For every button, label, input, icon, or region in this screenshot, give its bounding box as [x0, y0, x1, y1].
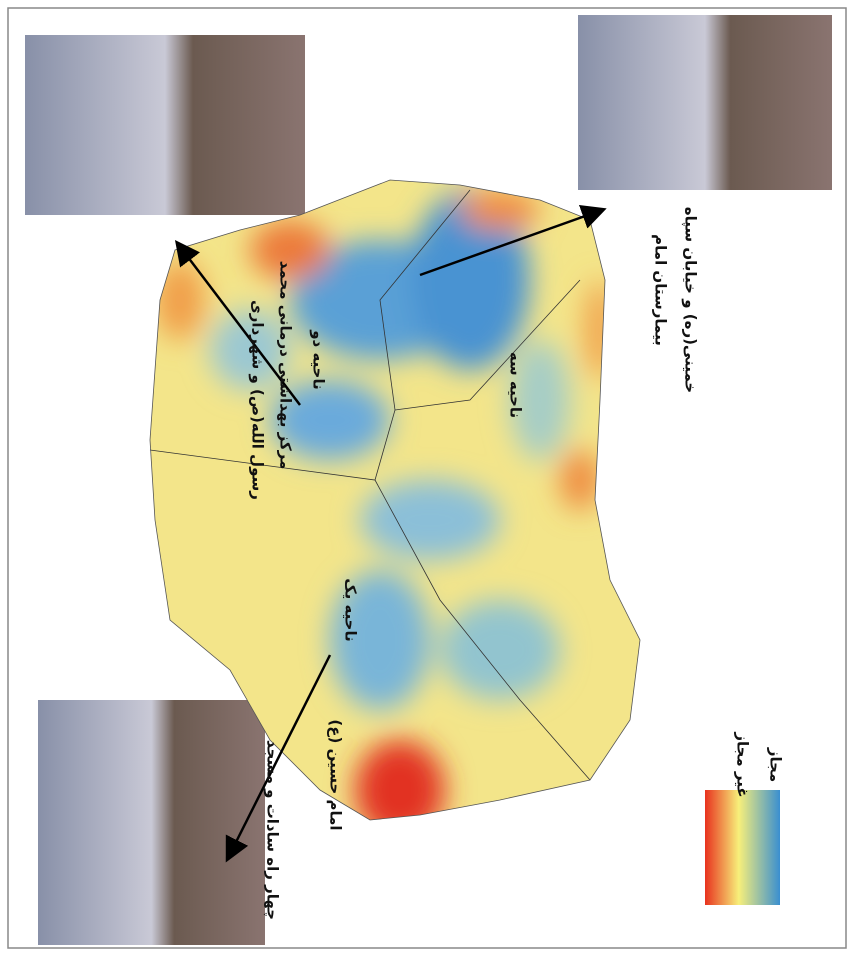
- legend-ramp: [705, 790, 780, 905]
- photo-label: رسول الله(ص) و شهرداری: [249, 300, 267, 500]
- district-boundary: [149, 189, 591, 781]
- photo-label: بیمارستان امام: [652, 234, 670, 346]
- district-label: ناحیه یک: [342, 578, 360, 642]
- photo-label: چهار راه سادات و مسجد: [263, 740, 282, 920]
- photo: [38, 700, 265, 945]
- photo-label: مرکز بهداشتی درمانی محمد: [277, 261, 295, 470]
- legend-label: مجاز: [767, 747, 785, 782]
- photo-label: خمینی(ره) و خیابان سپاه: [681, 207, 700, 393]
- photo: [578, 15, 832, 190]
- photo: [25, 35, 305, 215]
- photo-label: امام حسین (ع): [327, 719, 345, 830]
- frame: [7, 7, 847, 949]
- district-label: ناحیه دو: [310, 329, 328, 390]
- legend-label: غیر مجاز: [734, 731, 752, 797]
- arrow: [174, 204, 607, 863]
- district-label: ناحیه سه: [507, 352, 525, 418]
